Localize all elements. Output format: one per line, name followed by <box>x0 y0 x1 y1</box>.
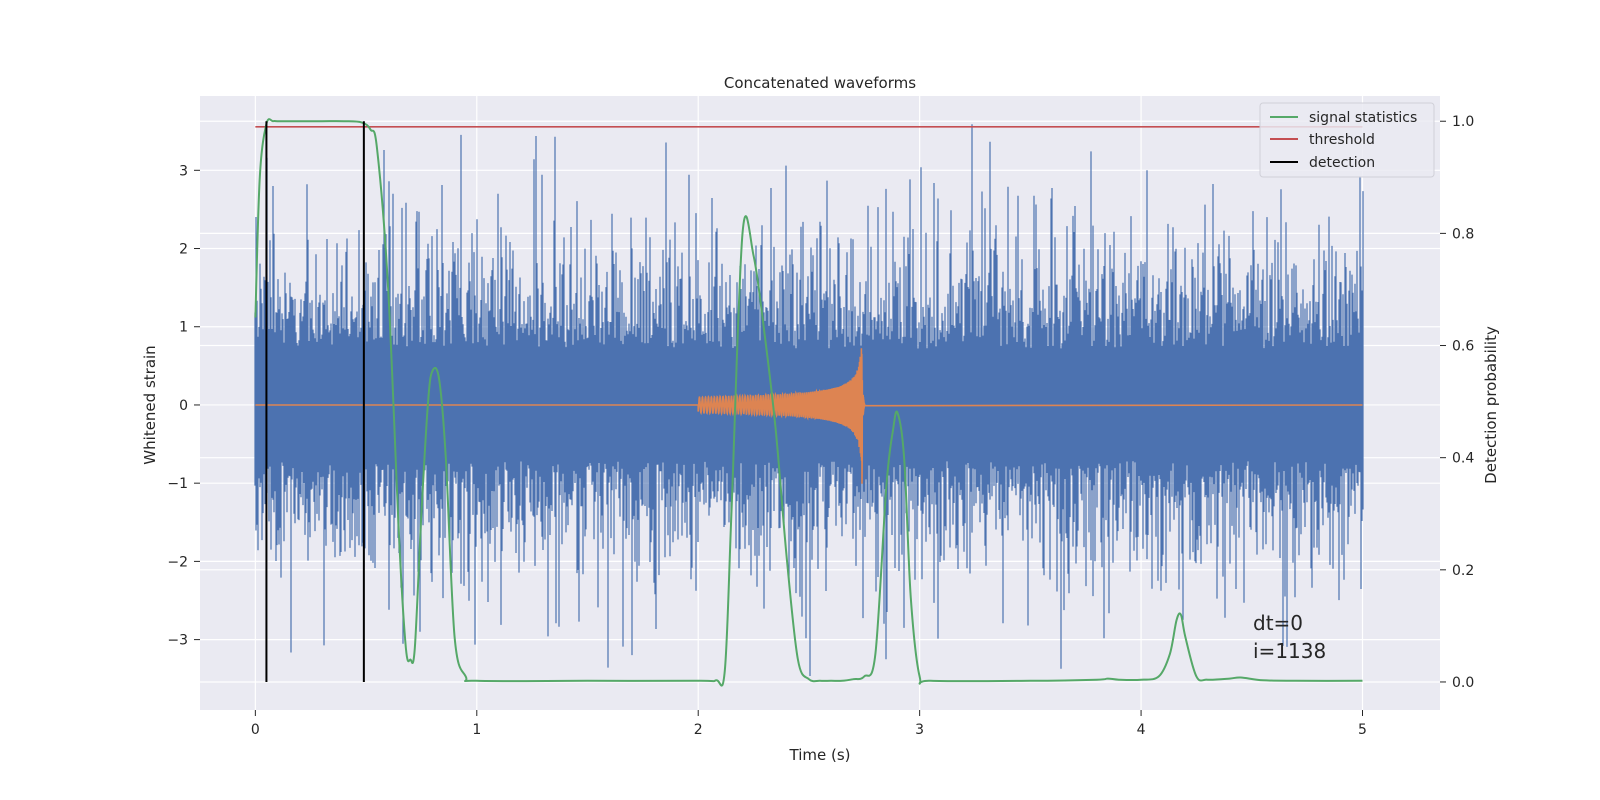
y-tick-label: 1 <box>179 320 188 336</box>
signal-statistics-line <box>254 118 1363 687</box>
y2-tick-label: 0.6 <box>1452 339 1474 355</box>
y2-tick-label: 0.8 <box>1452 226 1474 242</box>
x-tick-label: 3 <box>915 722 924 738</box>
legend-box <box>1259 102 1435 178</box>
y2-tick-label: 0.2 <box>1452 563 1474 579</box>
y2-tick-label: 0.4 <box>1452 451 1474 467</box>
x-axis-label: Time (s) <box>789 746 851 764</box>
x-tick-label: 2 <box>694 722 703 738</box>
y-tick-label: 2 <box>179 242 188 258</box>
y-tick-label: −2 <box>167 554 188 570</box>
y-tick-label: 3 <box>179 163 188 179</box>
x-tick-label: 0 <box>251 722 260 738</box>
data-layer <box>254 118 1363 687</box>
y-tick-label: 0 <box>179 398 188 414</box>
x-tick-label: 1 <box>472 722 481 738</box>
chart-title: Concatenated waveforms <box>724 74 916 92</box>
y-axis-label: Whitened strain <box>141 345 159 464</box>
y-tick-label: −1 <box>167 476 188 492</box>
y2-tick-label: 0.0 <box>1452 675 1474 691</box>
annotation-index: i=1138 <box>1253 639 1326 663</box>
x-tick-label: 4 <box>1137 722 1146 738</box>
y2-tick-label: 1.0 <box>1452 114 1474 130</box>
legend-threshold-label: threshold <box>1309 132 1375 148</box>
y-tick-label: −3 <box>167 633 188 649</box>
legend-signal-statistics-label: signal statistics <box>1309 110 1417 126</box>
annotation-dt: dt=0 <box>1253 611 1303 635</box>
axes: 0 1 2 3 4 5 −3 −2 −1 0 1 2 3 0.0 0.2 0.4 0.6 0.8 1.0 <box>167 114 1474 738</box>
legend: signal statistics threshold detection <box>1259 102 1435 178</box>
x-tick-label: 5 <box>1358 722 1367 738</box>
y2-axis-label: Detection probability <box>1482 326 1500 484</box>
injection-line <box>255 348 1363 484</box>
legend-detection-label: detection <box>1309 155 1375 171</box>
